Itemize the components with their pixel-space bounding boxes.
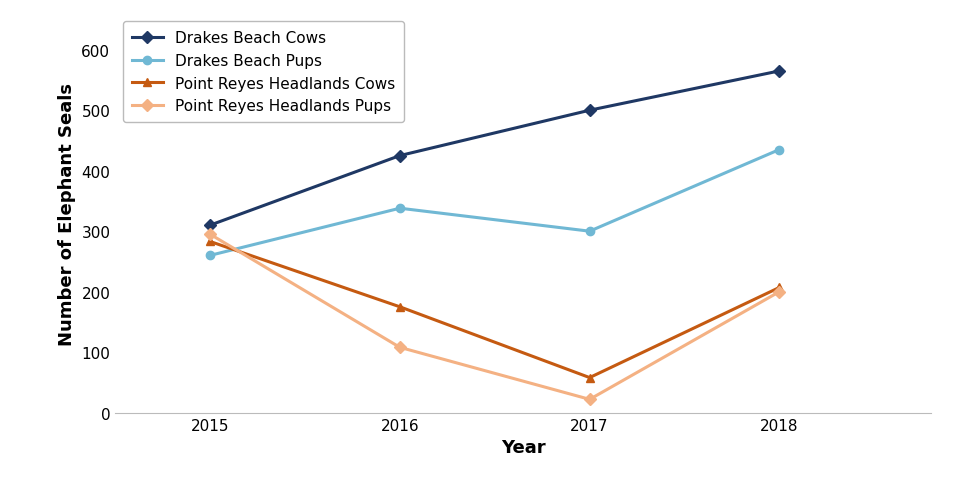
Line: Point Reyes Headlands Pups: Point Reyes Headlands Pups xyxy=(205,230,783,404)
Drakes Beach Pups xyxy=(774,147,785,153)
Line: Drakes Beach Cows: Drakes Beach Cows xyxy=(205,68,783,230)
Point Reyes Headlands Pups xyxy=(584,396,595,402)
Point Reyes Headlands Cows xyxy=(204,239,216,245)
Y-axis label: Number of Elephant Seals: Number of Elephant Seals xyxy=(58,83,76,345)
Line: Point Reyes Headlands Cows: Point Reyes Headlands Cows xyxy=(205,238,783,382)
Point Reyes Headlands Pups xyxy=(395,345,406,350)
Point Reyes Headlands Cows xyxy=(774,285,785,291)
X-axis label: Year: Year xyxy=(501,438,545,456)
Point Reyes Headlands Cows xyxy=(395,304,406,310)
Drakes Beach Cows xyxy=(204,223,216,228)
Point Reyes Headlands Pups xyxy=(774,289,785,295)
Drakes Beach Cows xyxy=(584,108,595,114)
Point Reyes Headlands Pups xyxy=(204,232,216,238)
Drakes Beach Cows xyxy=(395,154,406,159)
Drakes Beach Pups xyxy=(395,206,406,212)
Line: Drakes Beach Pups: Drakes Beach Pups xyxy=(205,146,783,260)
Point Reyes Headlands Cows xyxy=(584,375,595,381)
Legend: Drakes Beach Cows, Drakes Beach Pups, Point Reyes Headlands Cows, Point Reyes He: Drakes Beach Cows, Drakes Beach Pups, Po… xyxy=(123,22,404,123)
Drakes Beach Pups xyxy=(204,253,216,259)
Drakes Beach Pups xyxy=(584,229,595,235)
Drakes Beach Cows xyxy=(774,69,785,74)
